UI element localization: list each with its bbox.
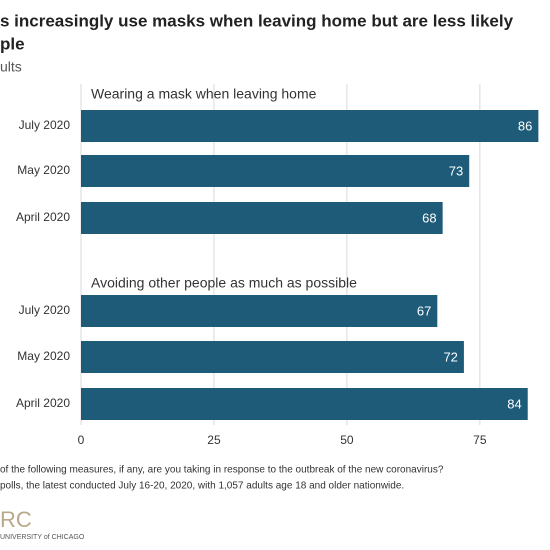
bar: [81, 295, 438, 327]
y-tick-label: May 2020: [17, 349, 70, 363]
x-tick-label: 0: [78, 433, 85, 447]
bar: [81, 202, 443, 234]
x-tick-label: 50: [340, 433, 354, 447]
logo-sub: UNIVERSITY of CHICAGO: [0, 534, 85, 541]
note: polls, the latest conducted July 16-20, …: [0, 481, 404, 492]
bar: [81, 341, 464, 373]
panel-title: Wearing a mask when leaving home: [91, 86, 317, 102]
note: of the following measures, if any, are y…: [0, 465, 444, 476]
y-tick-label: May 2020: [17, 163, 70, 177]
chart-title: s increasingly use masks when leaving ho…: [0, 11, 514, 30]
y-tick-label: April 2020: [16, 396, 70, 410]
logo: RC: [0, 507, 32, 532]
y-tick-label: July 2020: [19, 118, 71, 132]
value-label: 68: [422, 210, 436, 225]
bar: [81, 110, 539, 142]
bar: [81, 155, 470, 187]
chart-title: ple: [0, 34, 25, 53]
y-tick-label: July 2020: [19, 303, 71, 317]
value-label: 73: [449, 163, 463, 178]
value-label: 84: [507, 396, 521, 411]
value-label: 67: [417, 303, 431, 318]
x-tick-label: 25: [207, 433, 221, 447]
chart-subtitle: ults: [0, 59, 22, 75]
x-tick-label: 75: [473, 433, 487, 447]
panel-title: Avoiding other people as much as possibl…: [91, 275, 357, 291]
bar: [81, 388, 528, 420]
value-label: 86: [518, 118, 532, 133]
y-tick-label: April 2020: [16, 210, 70, 224]
value-label: 72: [443, 349, 457, 364]
